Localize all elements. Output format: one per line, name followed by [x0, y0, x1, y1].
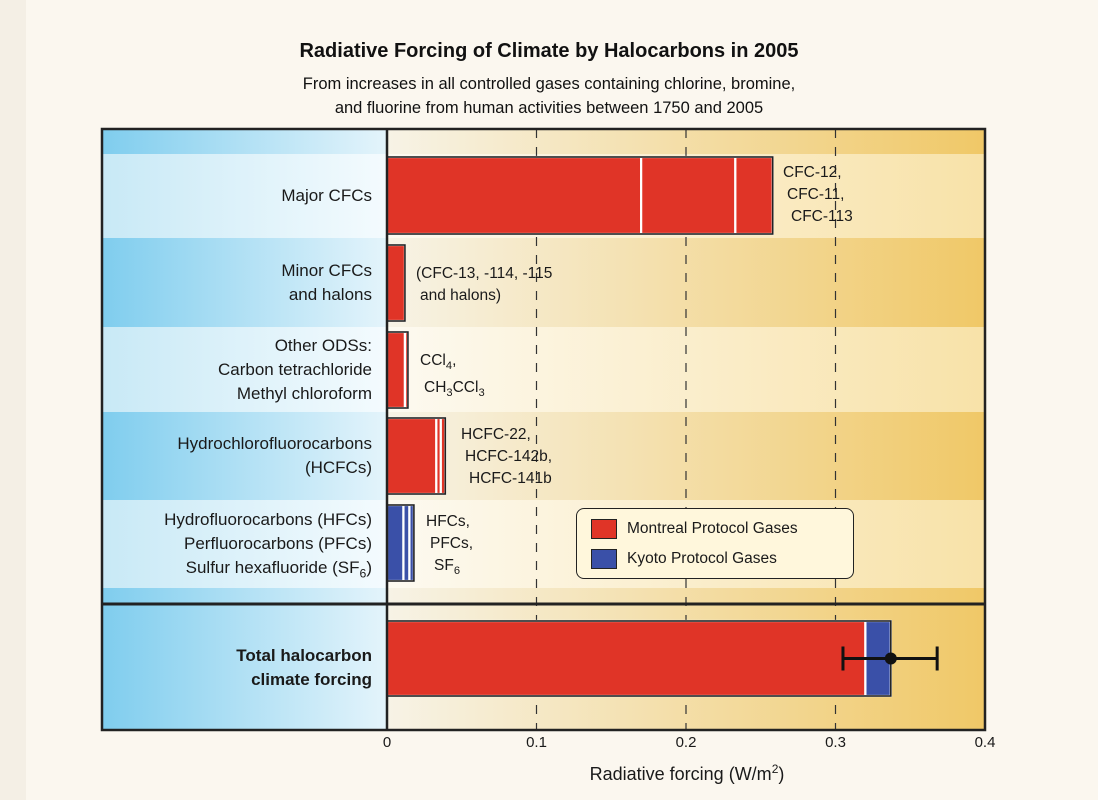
x-tick-label-3: 0.3: [825, 734, 846, 751]
subtitle-line-2: and fluorine from human activities betwe…: [334, 99, 764, 117]
label-row-band-4: [102, 500, 387, 588]
legend-label-kyoto: Kyoto Protocol Gases: [627, 550, 777, 567]
x-axis-label: Radiative forcing (W/m2): [387, 762, 987, 785]
bar-annotation-2: CCl4, CH3CCl3: [420, 350, 485, 404]
legend: Montreal Protocol Gases Kyoto Protocol G…: [576, 508, 854, 579]
category-label-line: (HCFCs): [304, 458, 372, 477]
bar-annotation-line: PFCs,: [430, 535, 474, 552]
category-label-line: Methyl chloroform: [236, 383, 372, 403]
category-label-1: Minor CFCs and halons: [281, 259, 372, 307]
bar-annotation-line: HCFC-22,: [461, 426, 531, 443]
bar-segment-1-0: [385, 243, 407, 323]
legend-swatch-montreal: [591, 519, 617, 539]
bar-annotation-3: HCFC-22, HCFC-142b, HCFC-141b: [461, 424, 552, 490]
bar-segment-5-0: [385, 619, 867, 698]
bar-annotation-1: (CFC-13, -114, -115 and halons): [416, 263, 552, 307]
category-label-line: Perfluorocarbons (PFCs): [183, 534, 372, 553]
chart-subtitle: From increases in all controlled gases c…: [0, 72, 1098, 120]
plot-frame: [100, 127, 987, 732]
category-label-5: Total halocarbon climate forcing: [236, 644, 372, 692]
bar-annotation-line: HCFC-141b: [469, 470, 552, 487]
bar-annotation-line: CFC-11,: [787, 186, 845, 203]
category-label-line: Other ODSs:: [274, 335, 372, 355]
bar-annotation-line: CFC-113: [791, 208, 853, 225]
bar-segment-4-0: [385, 503, 405, 583]
category-label-0: Major CFCs: [281, 184, 372, 208]
bar-annotation-line: CH3CCl3: [424, 379, 485, 400]
subtitle-line-1: From increases in all controlled gases c…: [302, 75, 796, 93]
bar-annotation-0: CFC-12, CFC-11, CFC-113: [783, 162, 853, 228]
legend-item-kyoto: Kyoto Protocol Gases: [591, 547, 777, 571]
category-label-line: Major CFCs: [281, 186, 372, 205]
category-label-4: Hydrofluorocarbons (HFCs) Perfluorocarbon…: [164, 508, 372, 585]
x-tick-label-1: 0.1: [526, 734, 547, 751]
chart-title: Radiative Forcing of Climate by Halocarb…: [299, 40, 799, 62]
label-row-band-2: [102, 327, 387, 412]
bar-segment-0-1: [640, 155, 737, 236]
legend-swatch-kyoto: [591, 549, 617, 569]
bar-segment-0-2: [734, 155, 774, 236]
bar-annotation-line: CFC-12,: [783, 164, 842, 181]
x-tick-label-2: 0.2: [675, 734, 697, 751]
category-label-line: climate forcing: [251, 670, 372, 689]
legend-label-montreal: Montreal Protocol Gases: [627, 520, 798, 537]
x-tick-label-4: 0.4: [974, 734, 996, 751]
bar-segment-0-0: [385, 155, 643, 236]
bar-annotation-line: and halons): [420, 287, 502, 304]
category-label-line: Hydrofluorocarbons (HFCs): [164, 510, 372, 529]
bar-annotation-line: SF6: [434, 557, 461, 578]
category-label-3: Hydrochlorofluorocarbons (HCFCs): [177, 432, 372, 480]
bar-annotation-line: HFCs,: [426, 513, 470, 530]
category-label-line: Sulfur hexafluoride (SF6): [185, 558, 372, 581]
legend-item-montreal: Montreal Protocol Gases: [591, 517, 798, 541]
category-label-line: and halons: [288, 284, 372, 304]
bar-annotation-4: HFCs, PFCs, SF6: [426, 511, 473, 582]
left-margin-strip: [0, 0, 26, 800]
bar-annotation-line: CCl4,: [420, 352, 457, 373]
category-label-line: Total halocarbon: [236, 646, 372, 665]
bar-segment-2-0: [385, 330, 407, 410]
error-bar-center-point: [884, 652, 897, 665]
category-label-line: Carbon tetrachloride: [217, 359, 372, 379]
bar-segment-3-0: [385, 416, 438, 496]
category-label-2: Other ODSs: Carbon tetrachloride Methyl ch…: [218, 334, 372, 406]
bar-annotation-line: (CFC-13, -114, -115: [416, 265, 553, 282]
label-row-band-0: [102, 154, 387, 238]
category-label-line: Hydrochlorofluorocarbons: [177, 434, 372, 453]
category-label-line: Minor CFCs: [281, 260, 372, 280]
bar-annotation-line: HCFC-142b,: [465, 448, 552, 465]
x-tick-label-0: 0: [382, 734, 392, 751]
x-axis-label-text: Radiative forcing (W/m2): [589, 762, 785, 784]
